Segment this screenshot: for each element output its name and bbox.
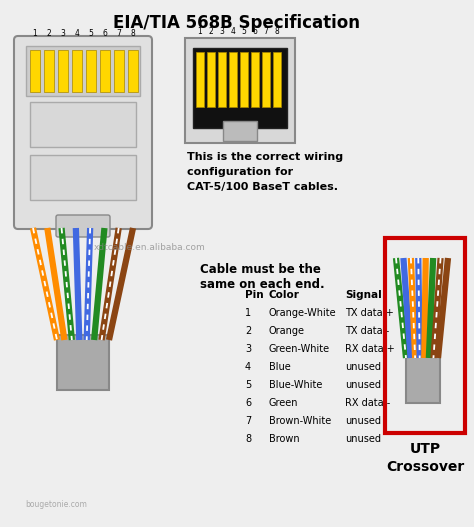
Text: Orange-White: Orange-White — [269, 308, 337, 318]
Text: 6: 6 — [102, 29, 108, 38]
Text: Orange: Orange — [269, 326, 305, 336]
Bar — [58, 50, 68, 92]
Bar — [57, 335, 109, 390]
Text: 1: 1 — [245, 308, 251, 318]
Bar — [30, 155, 136, 200]
Text: TX data +: TX data + — [345, 308, 394, 318]
Text: 5: 5 — [89, 29, 93, 38]
Text: 7: 7 — [264, 27, 268, 36]
Text: This is the correct wiring
configuration for
CAT-5/100 BaseT cables.: This is the correct wiring configuration… — [187, 152, 343, 192]
Text: 3: 3 — [219, 27, 224, 36]
Text: 8: 8 — [245, 434, 251, 444]
Text: unused: unused — [345, 362, 381, 372]
FancyBboxPatch shape — [56, 215, 110, 237]
Bar — [185, 38, 295, 143]
Text: 8: 8 — [274, 27, 279, 36]
Text: 3: 3 — [61, 29, 65, 38]
Bar — [30, 102, 136, 147]
Text: 4: 4 — [74, 29, 80, 38]
Text: 6: 6 — [253, 27, 257, 36]
Text: Pin: Pin — [245, 290, 264, 300]
Bar — [30, 50, 40, 92]
Bar — [406, 353, 440, 403]
Bar — [262, 52, 270, 107]
Bar — [72, 50, 82, 92]
FancyBboxPatch shape — [14, 36, 152, 229]
Text: Cable must be the
same on each end.: Cable must be the same on each end. — [200, 263, 325, 291]
Text: 6: 6 — [245, 398, 251, 408]
Text: 5: 5 — [242, 27, 246, 36]
Bar — [385, 238, 465, 433]
Text: EIA/TIA 568B Specification: EIA/TIA 568B Specification — [113, 14, 361, 32]
Bar — [196, 52, 204, 107]
Text: Brown-White: Brown-White — [269, 416, 331, 426]
Text: Green: Green — [269, 398, 299, 408]
Text: 5: 5 — [245, 380, 251, 390]
Text: unused: unused — [345, 380, 381, 390]
Bar — [229, 52, 237, 107]
Text: Brown: Brown — [269, 434, 300, 444]
Text: Blue-White: Blue-White — [269, 380, 322, 390]
Bar — [223, 121, 257, 141]
Bar — [273, 52, 281, 107]
Bar — [44, 50, 54, 92]
Text: 7: 7 — [245, 416, 251, 426]
Text: 3: 3 — [245, 344, 251, 354]
Bar — [128, 50, 138, 92]
Text: unused: unused — [345, 416, 381, 426]
Bar — [26, 46, 140, 96]
Text: xdtcable.en.alibaba.com: xdtcable.en.alibaba.com — [94, 243, 206, 252]
Bar — [193, 48, 287, 128]
Text: UTP
Crossover: UTP Crossover — [386, 442, 464, 474]
Text: Color: Color — [269, 290, 300, 300]
Text: 2: 2 — [245, 326, 251, 336]
Text: 2: 2 — [209, 27, 213, 36]
Text: bougetonie.com: bougetonie.com — [25, 500, 87, 509]
Text: 2: 2 — [46, 29, 51, 38]
Text: Green-White: Green-White — [269, 344, 330, 354]
Text: 1: 1 — [33, 29, 37, 38]
Text: 7: 7 — [117, 29, 121, 38]
Text: 4: 4 — [230, 27, 236, 36]
Bar — [100, 50, 110, 92]
Text: 8: 8 — [131, 29, 136, 38]
Bar — [240, 52, 248, 107]
Bar — [207, 52, 215, 107]
Text: Blue: Blue — [269, 362, 291, 372]
Bar — [86, 50, 96, 92]
Bar — [251, 52, 259, 107]
Bar — [114, 50, 124, 92]
Text: Signal: Signal — [345, 290, 382, 300]
Text: RX data +: RX data + — [345, 344, 395, 354]
Text: RX data -: RX data - — [345, 398, 390, 408]
Text: 4: 4 — [245, 362, 251, 372]
Text: 1: 1 — [198, 27, 202, 36]
Text: TX data -: TX data - — [345, 326, 389, 336]
Bar — [218, 52, 226, 107]
Text: unused: unused — [345, 434, 381, 444]
